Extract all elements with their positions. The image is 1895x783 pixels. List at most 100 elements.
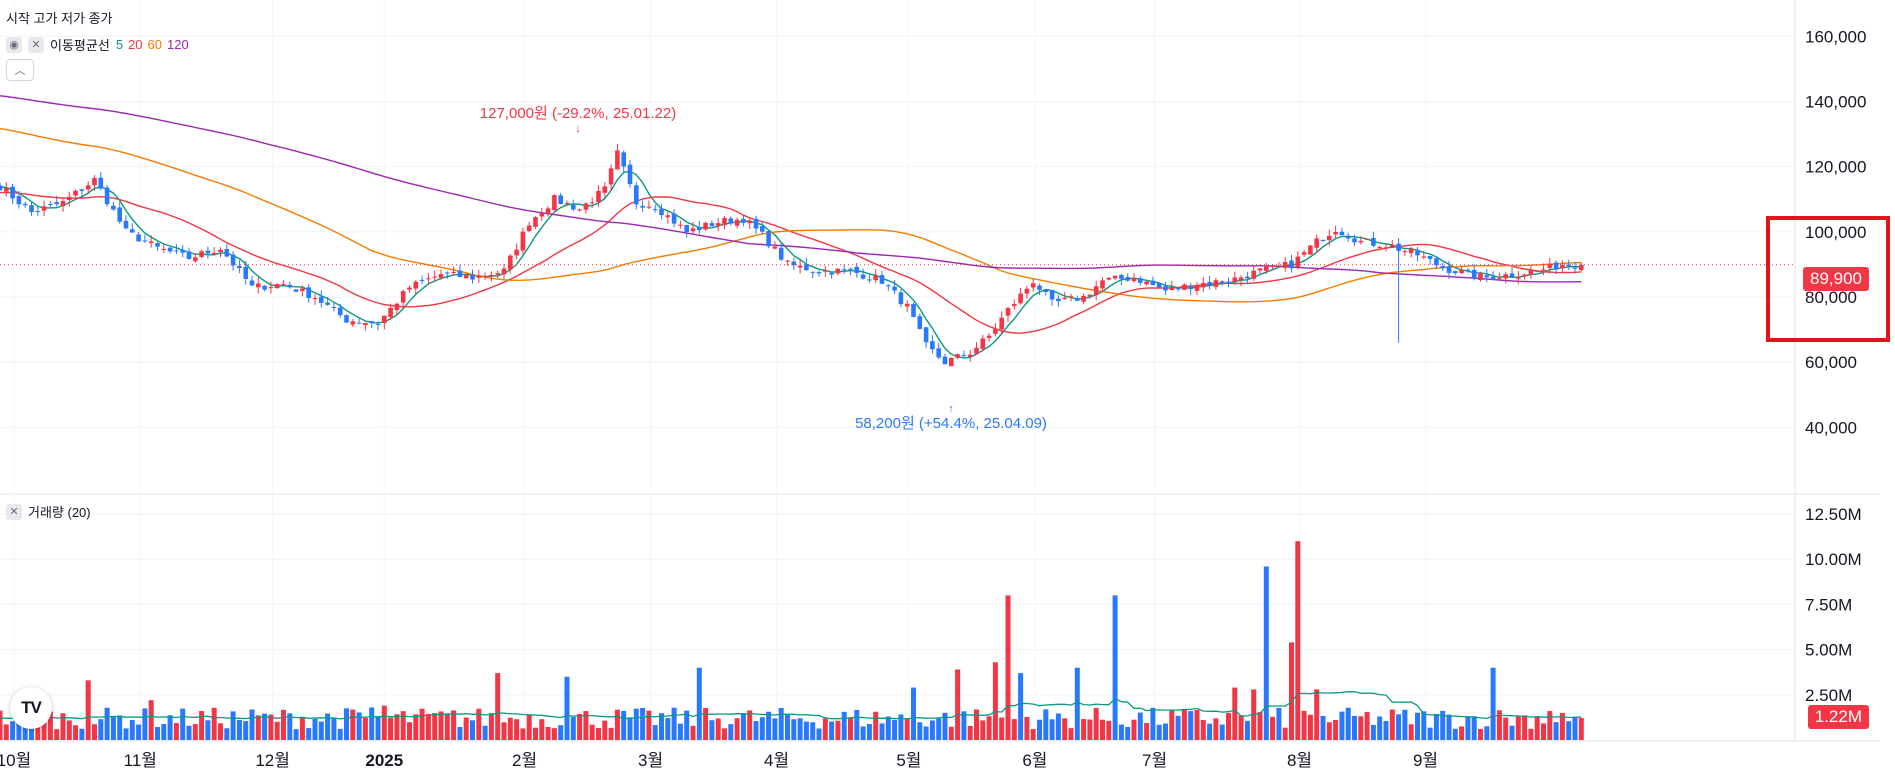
candle-body xyxy=(797,265,803,268)
volume-bar xyxy=(249,709,255,740)
candle-body xyxy=(665,215,671,218)
high-annotation: 127,000원 (-29.2%, 25.01.22) xyxy=(480,105,676,122)
volume-bar xyxy=(621,710,627,740)
candle-body xyxy=(678,224,683,226)
volume-bar xyxy=(1118,724,1124,740)
last-volume-tag: 1.22M xyxy=(1807,705,1869,729)
candle-body xyxy=(804,264,809,271)
candle-body xyxy=(29,205,34,213)
volume-bar xyxy=(1163,723,1168,740)
time-tick-label: 8월 xyxy=(1287,751,1312,770)
volume-bar xyxy=(60,713,66,740)
candle-body xyxy=(1251,270,1256,279)
volume-bar xyxy=(331,718,337,740)
eye-hidden-icon[interactable]: ◉ xyxy=(6,36,22,53)
candle-body xyxy=(249,280,255,286)
volume-bar xyxy=(0,710,3,740)
candle-body xyxy=(92,178,97,186)
volume-bar xyxy=(1270,716,1276,740)
volume-bar xyxy=(753,721,759,740)
candle-body xyxy=(123,220,129,229)
volume-bar xyxy=(1251,689,1257,740)
volume-bars xyxy=(0,541,1584,740)
candle-body xyxy=(451,271,456,273)
volume-bar xyxy=(948,726,954,740)
time-tick-label: 12월 xyxy=(255,751,290,770)
close-icon[interactable]: ✕ xyxy=(6,503,22,520)
candle-body xyxy=(741,219,746,223)
candle-body xyxy=(1232,277,1238,282)
volume-bar xyxy=(1515,716,1521,740)
candle-body xyxy=(873,275,878,281)
volume-bar xyxy=(1100,719,1105,740)
candle-body xyxy=(1383,247,1389,249)
volume-bar xyxy=(312,718,318,740)
candle-body xyxy=(1434,258,1439,266)
price-tick-label: 120,000 xyxy=(1805,158,1866,177)
volume-bar xyxy=(999,717,1005,740)
volume-bar xyxy=(407,722,412,740)
volume-bar xyxy=(1383,720,1389,740)
volume-bar xyxy=(123,728,129,740)
candle-body xyxy=(545,208,551,215)
candle-body xyxy=(1465,269,1471,271)
candle-body xyxy=(627,164,633,185)
price-tick-label: 80,000 xyxy=(1805,288,1857,307)
volume-bar xyxy=(476,708,482,740)
candle-body xyxy=(1503,274,1508,279)
candle-body xyxy=(841,269,847,271)
tradingview-logo[interactable]: TV xyxy=(10,687,52,729)
volume-bar xyxy=(1578,717,1584,740)
volume-bar xyxy=(1055,713,1061,740)
candle-body xyxy=(1012,304,1017,307)
collapse-legend-button[interactable]: ︿ xyxy=(6,59,34,81)
volume-bar xyxy=(425,713,431,740)
volume-bar xyxy=(1024,716,1030,740)
volume-bar xyxy=(142,708,148,740)
candle-body xyxy=(904,303,910,307)
volume-bar xyxy=(54,729,60,740)
volume-bar xyxy=(10,721,16,740)
ma-period-60: 60 xyxy=(147,37,162,52)
volume-bar xyxy=(904,718,910,740)
candle-body xyxy=(1075,298,1080,301)
candle-body xyxy=(199,251,204,257)
volume-tick-label: 2.50M xyxy=(1805,686,1852,705)
time-tick-label: 9월 xyxy=(1413,751,1438,770)
candle-body xyxy=(1169,287,1175,291)
chevron-up-icon: ︿ xyxy=(14,65,26,77)
volume-bar xyxy=(803,721,809,740)
volume-tick-label: 7.50M xyxy=(1805,595,1852,614)
candle-body xyxy=(41,206,47,211)
volume-bar xyxy=(1018,673,1024,740)
volume-bar xyxy=(992,662,998,740)
candle-body xyxy=(413,281,419,289)
candle-body xyxy=(1081,295,1086,302)
time-tick-label: 5월 xyxy=(896,751,921,770)
close-icon[interactable]: ✕ xyxy=(28,36,44,53)
volume-bar xyxy=(1553,722,1559,740)
ma-period-5: 5 xyxy=(115,37,124,52)
volume-bar xyxy=(923,726,929,740)
volume-bar xyxy=(633,708,639,740)
candle-body xyxy=(684,224,689,232)
volume-bar xyxy=(413,714,419,740)
candle-body xyxy=(1219,281,1225,284)
candle-body xyxy=(1402,251,1408,253)
candle-body xyxy=(571,205,576,210)
ma-line-120 xyxy=(0,95,1582,283)
volume-bar xyxy=(1011,719,1017,740)
volume-bar xyxy=(167,715,173,740)
candle-body xyxy=(823,270,828,272)
volume-bar xyxy=(79,728,85,740)
ma-period-120: 120 xyxy=(166,37,189,52)
volume-bar xyxy=(1137,712,1143,740)
volume-bar xyxy=(715,718,721,740)
volume-bar xyxy=(243,721,249,740)
volume-bar xyxy=(362,718,368,740)
volume-bar xyxy=(495,673,501,740)
volume-bar xyxy=(1559,712,1565,740)
candle-body xyxy=(552,195,557,211)
volume-bar xyxy=(35,727,41,740)
